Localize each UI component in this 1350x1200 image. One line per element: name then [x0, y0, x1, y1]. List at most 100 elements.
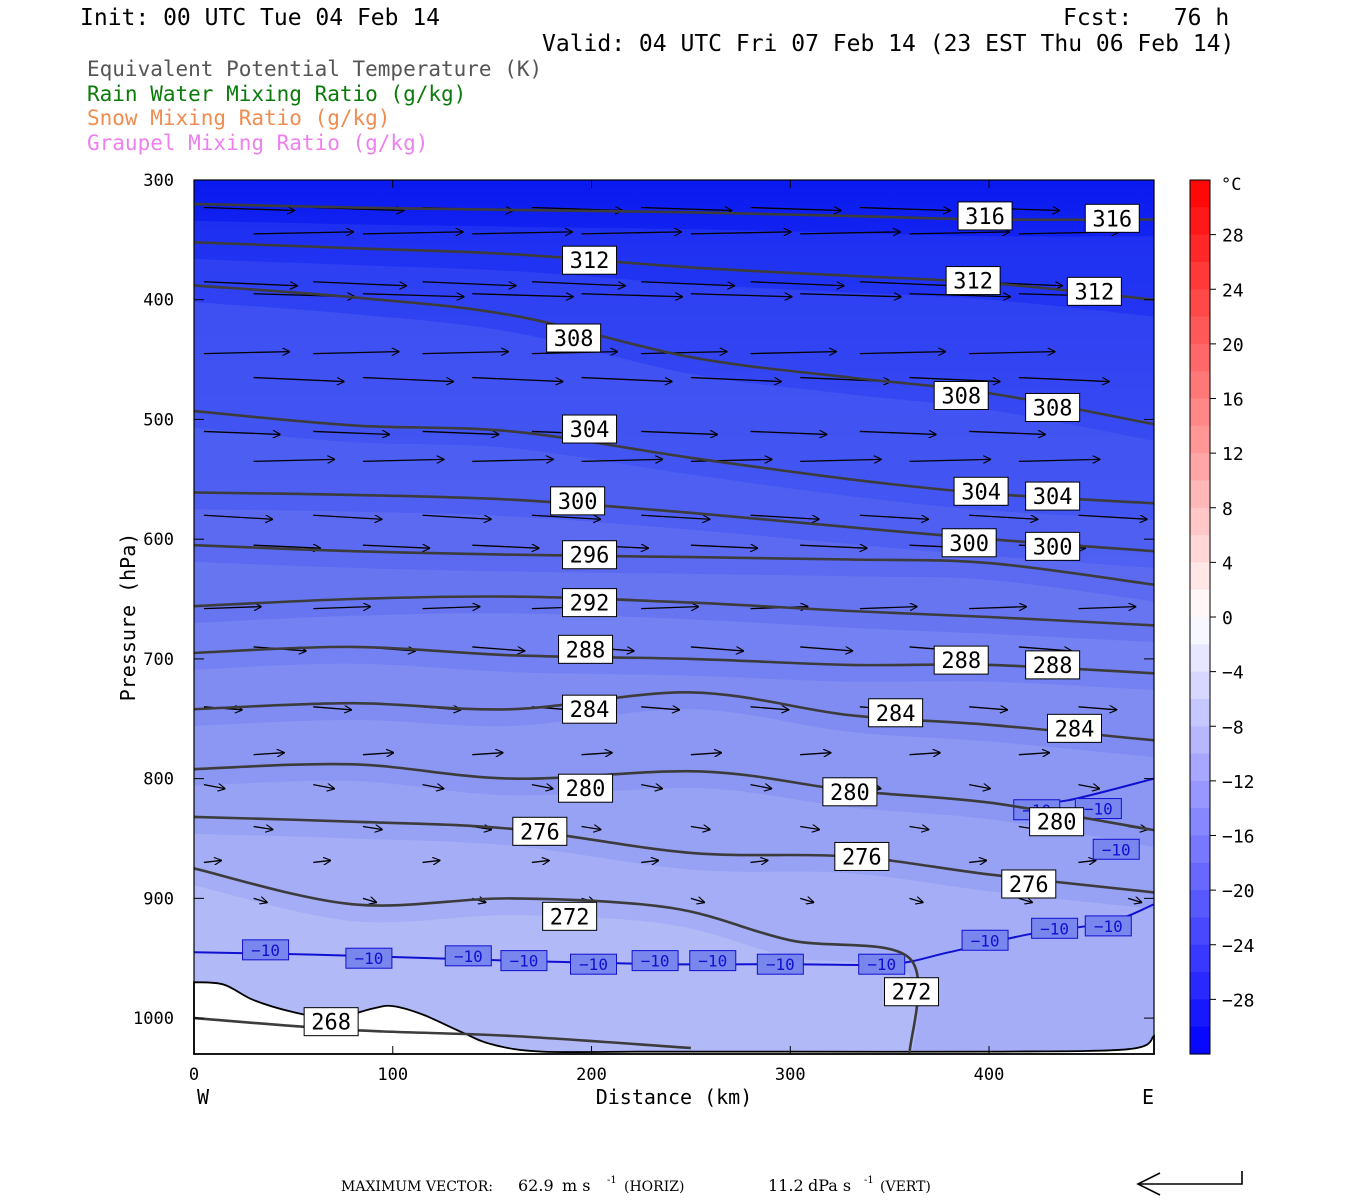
wind-vector [750, 514, 819, 519]
theta-e-line-292 [194, 595, 1154, 627]
wind-vector [253, 232, 354, 234]
theta-e-line-308 [194, 284, 1154, 426]
theta-e-label-box [550, 486, 606, 516]
wind-vector [909, 376, 1000, 382]
temp-label: −10 [698, 952, 727, 971]
temp-label-box [689, 950, 737, 972]
wind-vector [253, 545, 320, 548]
theta-e-label: 272 [550, 905, 590, 930]
colorbar-cell [1190, 753, 1210, 782]
theta-e-label: 284 [876, 702, 916, 727]
theta-e-label: 296 [570, 544, 610, 569]
wind-vector [800, 646, 852, 651]
wind-vector [641, 860, 658, 862]
colorbar: 28 24 20 16 12 8 4 0 −4 −8 −12 −16 −20 −24 −28 [1189, 179, 1255, 1055]
wind-vector [641, 514, 709, 519]
wind-vector [641, 707, 679, 710]
legend-theta-e: Equivalent Potential Temperature (K) [87, 57, 543, 81]
theta-e-line-288 [194, 645, 1154, 675]
theta-e-label: 308 [941, 385, 981, 410]
wind-vector [472, 646, 524, 651]
y-tick-label: 800 [143, 770, 174, 790]
wind-vector [472, 376, 562, 382]
temp-label: −10 [1040, 919, 1069, 938]
wind-vector [422, 431, 499, 434]
temp-label: −10 [1094, 917, 1123, 936]
wind-vector [690, 459, 772, 461]
theta-e-label: 300 [558, 490, 598, 515]
y-tick-label: 500 [143, 410, 174, 430]
theta-e-label-box [1084, 203, 1140, 233]
wind-vector [362, 376, 453, 382]
theta-e-label-box [953, 476, 1009, 506]
x-tick-label: 0 [189, 1065, 199, 1085]
y-tick-label: 400 [143, 291, 174, 311]
theta-e-label-box [884, 977, 940, 1007]
x-axis-east-label: E [1142, 1085, 1154, 1109]
y-axis-title: Pressure (hPa) [116, 533, 140, 702]
y-tick-label: 900 [143, 889, 174, 909]
theta-e-label: 304 [961, 480, 1001, 505]
theta-e-line-284 [194, 691, 1154, 742]
wind-vector [203, 208, 294, 211]
legend-rain-water: Rain Water Mixing Ratio (g/kg) [87, 82, 467, 106]
colorbar-cell [1190, 808, 1210, 837]
colorbar-cell [1190, 207, 1210, 236]
colorbar-tick-label: −8 [1222, 717, 1244, 738]
temp-label: −10 [251, 941, 280, 960]
wind-vector [859, 431, 936, 434]
wind-vector [422, 785, 444, 789]
theta-e-label: 280 [830, 781, 870, 806]
wind-vector [203, 860, 221, 862]
theta-e-label: 304 [1033, 485, 1073, 510]
theta-e-label-box [562, 414, 618, 444]
wind-vector [1078, 707, 1116, 710]
wind-vector [313, 707, 351, 710]
wind-vector [750, 431, 827, 434]
init-time-label: Init: 00 UTC Tue 04 Feb 14 [80, 5, 441, 31]
reference-vector-arrow [1136, 1171, 1243, 1196]
colorbar-cell [1190, 862, 1210, 891]
temp-label: −10 [641, 952, 670, 971]
theta-e-label: 312 [953, 270, 993, 295]
wind-vector [969, 514, 1037, 519]
temp-label-box [1084, 915, 1132, 937]
wind-vector [581, 232, 682, 234]
theta-e-label: 308 [1033, 396, 1073, 421]
x-tick-label: 400 [974, 1065, 1005, 1085]
wind-vector [909, 232, 1010, 234]
wind-vector [859, 281, 953, 286]
theta-e-label: 316 [1092, 207, 1132, 232]
colorbar-unit: °C [1221, 175, 1241, 195]
legend-snow: Snow Mixing Ratio (g/kg) [87, 106, 391, 130]
theta-e-label-box [562, 540, 618, 570]
wind-vector [800, 753, 830, 755]
legend-graupel: Graupel Mixing Ratio (g/kg) [87, 131, 429, 155]
theta-e-label-box [558, 634, 614, 664]
wind-vector [422, 607, 480, 609]
temp-label: −10 [509, 952, 538, 971]
wind-vector [531, 860, 549, 862]
wind-vector [422, 514, 491, 519]
theta-e-label: 268 [311, 1011, 351, 1036]
x-axis-title: Distance (km) [596, 1085, 753, 1109]
wind-vector [969, 707, 1007, 710]
wind-vector [203, 785, 225, 789]
colorbar-cell [1190, 835, 1210, 864]
wind-vector [859, 208, 950, 211]
colorbar-cell [1190, 180, 1210, 208]
wind-vector [690, 646, 743, 651]
temperature-bands [194, 220, 1154, 1054]
colorbar-cell [1190, 234, 1210, 263]
temp-minus10-contours: −10 −10 −10 −10 −10 −10 −10 −10 −10 −10 −10 −10 −10 −… [194, 777, 1154, 975]
wind-vector [859, 352, 946, 354]
wind-vector [1078, 785, 1099, 789]
wind-vector [800, 459, 881, 461]
colorbar-cell [1190, 999, 1210, 1028]
theta-e-label-box [562, 694, 618, 724]
theta-e-line-268 [194, 1016, 691, 1050]
wind-vector [253, 459, 335, 461]
temp-label: −10 [766, 955, 795, 974]
temp-label-box [242, 939, 290, 961]
wind-vector [531, 785, 553, 789]
